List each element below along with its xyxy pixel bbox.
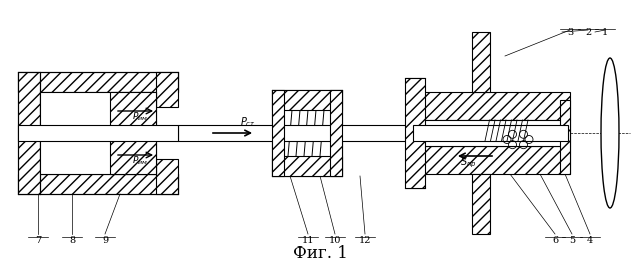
Bar	[18, 125, 178, 141]
Bar	[40, 92, 156, 130]
Bar	[272, 90, 342, 110]
Bar	[413, 125, 568, 141]
Text: $P_{им}$: $P_{им}$	[132, 155, 148, 167]
Text: 11: 11	[301, 236, 314, 245]
Text: 10: 10	[329, 236, 341, 245]
Text: $P_{ст}$: $P_{ст}$	[240, 115, 256, 129]
Text: 9: 9	[102, 236, 108, 245]
Bar	[472, 174, 490, 234]
Ellipse shape	[601, 58, 619, 208]
Text: 2: 2	[585, 28, 591, 37]
Text: 3: 3	[567, 28, 573, 37]
Text: Фиг. 1: Фиг. 1	[292, 244, 348, 261]
Bar	[272, 156, 342, 176]
Bar	[40, 136, 156, 174]
Text: 7: 7	[35, 236, 41, 245]
Bar	[415, 120, 570, 146]
Text: 1: 1	[602, 28, 608, 37]
Text: 4: 4	[587, 236, 593, 245]
Bar	[272, 90, 284, 176]
Bar	[178, 125, 413, 141]
Text: 5: 5	[569, 236, 575, 245]
Bar	[405, 78, 425, 188]
Bar	[472, 32, 490, 92]
Bar	[330, 90, 342, 176]
Text: $P_{им}$: $P_{им}$	[132, 111, 148, 123]
Bar	[415, 146, 570, 174]
Bar	[18, 72, 40, 194]
Bar	[156, 159, 178, 194]
Bar	[110, 92, 156, 130]
Text: 6: 6	[552, 236, 558, 245]
Bar	[415, 92, 570, 120]
Text: 8: 8	[69, 236, 75, 245]
Bar	[156, 72, 178, 107]
Text: $S_{пр}$: $S_{пр}$	[460, 156, 477, 170]
Text: 12: 12	[359, 236, 371, 245]
Bar	[110, 136, 156, 174]
Bar	[18, 174, 178, 194]
Bar	[18, 72, 178, 92]
Bar	[560, 100, 570, 174]
